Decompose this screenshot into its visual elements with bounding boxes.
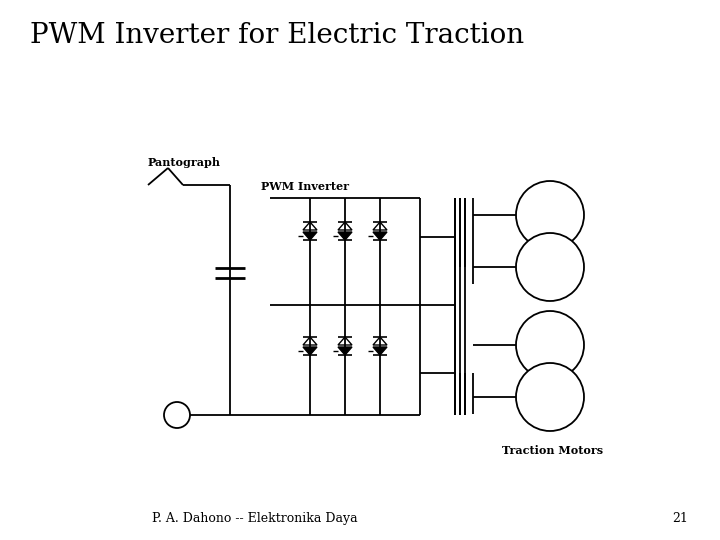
Text: 21: 21 (672, 512, 688, 525)
Text: PWM Inverter: PWM Inverter (261, 181, 349, 192)
Circle shape (516, 363, 584, 431)
Text: Pantograph: Pantograph (148, 157, 221, 168)
Polygon shape (338, 347, 352, 355)
Circle shape (164, 402, 190, 428)
Polygon shape (373, 347, 387, 355)
Circle shape (516, 311, 584, 379)
Text: Traction Motors: Traction Motors (502, 445, 603, 456)
Polygon shape (373, 232, 387, 240)
Circle shape (516, 181, 584, 249)
Circle shape (516, 233, 584, 301)
Text: P. A. Dahono -- Elektronika Daya: P. A. Dahono -- Elektronika Daya (152, 512, 358, 525)
Polygon shape (338, 232, 352, 240)
Text: PWM Inverter for Electric Traction: PWM Inverter for Electric Traction (30, 22, 524, 49)
Polygon shape (303, 347, 317, 355)
Polygon shape (303, 232, 317, 240)
